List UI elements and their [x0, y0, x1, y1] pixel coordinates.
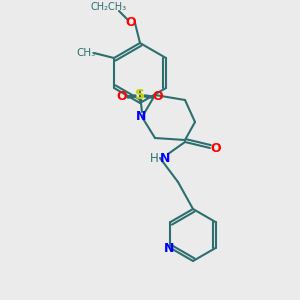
- Text: N: N: [160, 152, 170, 164]
- Text: N: N: [136, 110, 146, 124]
- Text: CH₂CH₃: CH₂CH₃: [91, 2, 127, 12]
- Text: N: N: [164, 242, 175, 254]
- Text: O: O: [211, 142, 221, 154]
- Text: O: O: [117, 91, 127, 103]
- Text: CH₃: CH₃: [76, 48, 96, 58]
- Text: O: O: [153, 91, 163, 103]
- Text: H: H: [150, 152, 158, 164]
- Text: S: S: [135, 88, 145, 102]
- Text: O: O: [126, 16, 136, 29]
